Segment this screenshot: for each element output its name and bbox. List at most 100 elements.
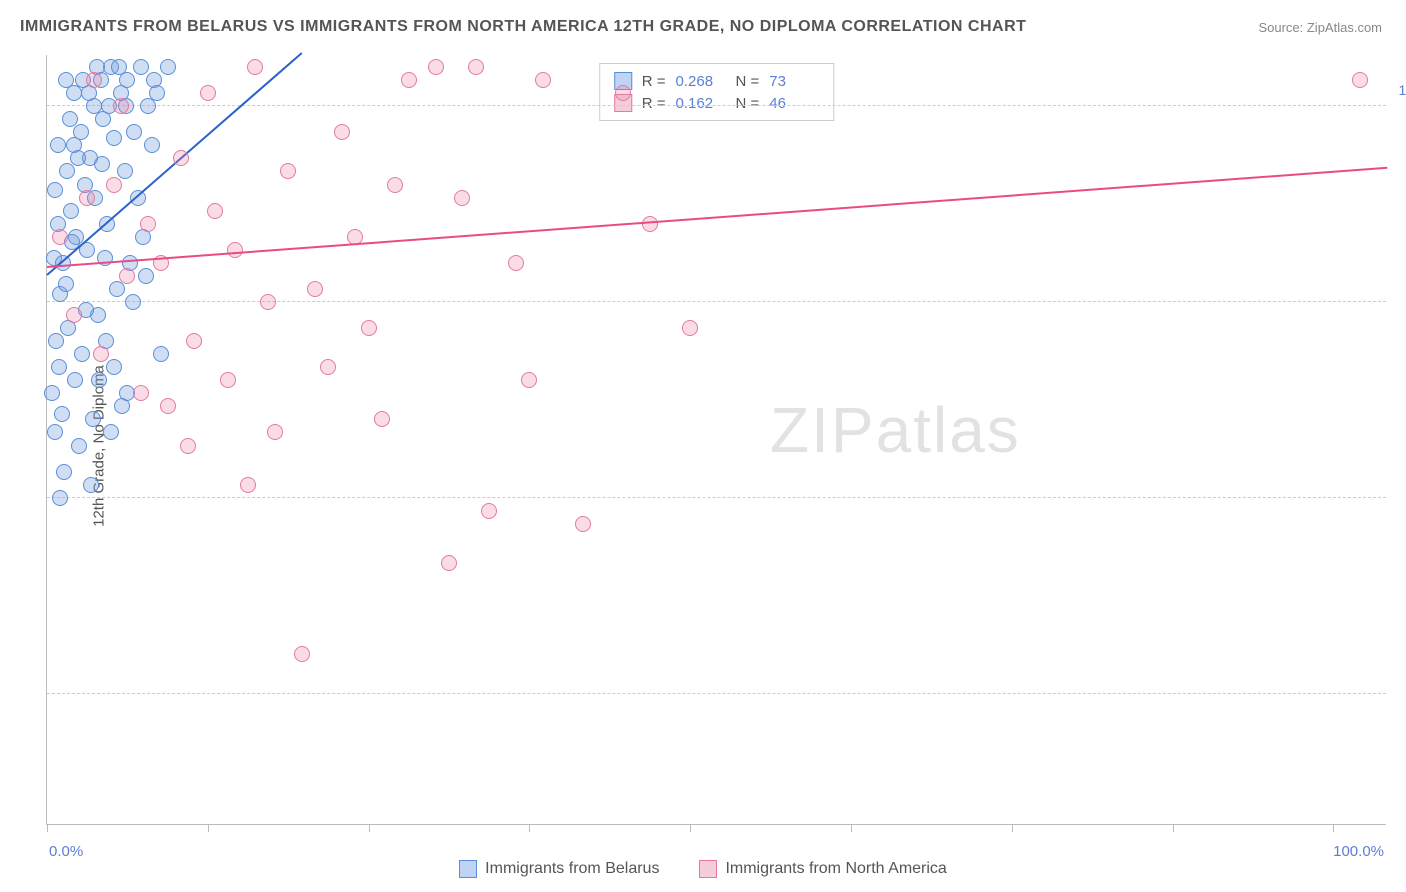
scatter-point: [47, 424, 63, 440]
scatter-point: [109, 281, 125, 297]
scatter-point: [307, 281, 323, 297]
scatter-point: [113, 98, 129, 114]
legend-item-belarus: Immigrants from Belarus: [459, 860, 659, 878]
scatter-point: [133, 59, 149, 75]
scatter-point: [441, 555, 457, 571]
scatter-point: [200, 85, 216, 101]
scatter-point: [260, 294, 276, 310]
scatter-point: [117, 163, 133, 179]
scatter-point: [615, 85, 631, 101]
scatter-point: [428, 59, 444, 75]
scatter-point: [186, 333, 202, 349]
scatter-point: [106, 130, 122, 146]
scatter-point: [140, 216, 156, 232]
legend-label-na: Immigrants from North America: [725, 860, 946, 878]
x-axis-max-label: 100.0%: [1333, 843, 1384, 860]
scatter-point: [58, 276, 74, 292]
y-tick-label: 100.0%: [1399, 82, 1406, 98]
x-tick: [369, 824, 370, 832]
scatter-point: [160, 59, 176, 75]
scatter-point: [106, 359, 122, 375]
legend-item-na: Immigrants from North America: [699, 860, 946, 878]
watermark-bold: ZIP: [770, 394, 876, 466]
scatter-point: [149, 85, 165, 101]
scatter-point: [52, 229, 68, 245]
scatter-point: [119, 268, 135, 284]
r-label: R =: [642, 95, 666, 112]
scatter-point: [535, 72, 551, 88]
scatter-point: [247, 59, 263, 75]
scatter-point: [320, 359, 336, 375]
scatter-point: [334, 124, 350, 140]
scatter-point: [220, 372, 236, 388]
scatter-point: [111, 59, 127, 75]
watermark: ZIPatlas: [770, 393, 1021, 467]
source-citation: Source: ZipAtlas.com: [1258, 20, 1382, 35]
scatter-point: [74, 346, 90, 362]
scatter-point: [73, 124, 89, 140]
scatter-point: [144, 137, 160, 153]
stats-row-na: R = 0.162 N = 46: [614, 92, 820, 114]
scatter-point: [56, 464, 72, 480]
scatter-point: [62, 111, 78, 127]
r-label: R =: [642, 73, 666, 90]
scatter-point: [85, 411, 101, 427]
scatter-point: [94, 156, 110, 172]
scatter-point: [267, 424, 283, 440]
scatter-point: [280, 163, 296, 179]
stats-row-belarus: R = 0.268 N = 73: [614, 70, 820, 92]
gridline: [47, 693, 1386, 694]
scatter-point: [138, 268, 154, 284]
scatter-point: [67, 372, 83, 388]
n-value-belarus: 73: [769, 73, 819, 90]
scatter-point: [387, 177, 403, 193]
r-value-na: 0.162: [676, 95, 726, 112]
scatter-point: [401, 72, 417, 88]
scatter-point: [58, 72, 74, 88]
x-tick: [1333, 824, 1334, 832]
scatter-point: [44, 385, 60, 401]
scatter-point: [47, 182, 63, 198]
scatter-point: [207, 203, 223, 219]
plot-area: ZIPatlas R = 0.268 N = 73 R = 0.162 N = …: [46, 55, 1386, 825]
bottom-legend: Immigrants from Belarus Immigrants from …: [0, 860, 1406, 878]
scatter-point: [294, 646, 310, 662]
gridline: [47, 105, 1386, 106]
stats-legend-box: R = 0.268 N = 73 R = 0.162 N = 46: [599, 63, 835, 121]
x-tick: [1012, 824, 1013, 832]
scatter-point: [575, 516, 591, 532]
scatter-point: [79, 190, 95, 206]
scatter-point: [508, 255, 524, 271]
scatter-point: [125, 294, 141, 310]
scatter-point: [133, 385, 149, 401]
scatter-point: [63, 203, 79, 219]
chart-title: IMMIGRANTS FROM BELARUS VS IMMIGRANTS FR…: [20, 18, 1026, 36]
scatter-point: [361, 320, 377, 336]
scatter-point: [682, 320, 698, 336]
scatter-point: [126, 124, 142, 140]
n-label: N =: [736, 73, 760, 90]
scatter-point: [106, 177, 122, 193]
scatter-point: [468, 59, 484, 75]
x-tick: [851, 824, 852, 832]
legend-swatch-belarus: [459, 860, 477, 878]
scatter-point: [153, 346, 169, 362]
scatter-point: [91, 372, 107, 388]
scatter-point: [481, 503, 497, 519]
x-tick: [208, 824, 209, 832]
scatter-point: [521, 372, 537, 388]
n-label: N =: [736, 95, 760, 112]
legend-swatch-na: [699, 860, 717, 878]
x-axis-min-label: 0.0%: [49, 843, 83, 860]
scatter-point: [50, 137, 66, 153]
n-value-na: 46: [769, 95, 819, 112]
scatter-point: [54, 406, 70, 422]
scatter-point: [374, 411, 390, 427]
x-tick: [47, 824, 48, 832]
scatter-point: [52, 490, 68, 506]
gridline: [47, 497, 1386, 498]
watermark-thin: atlas: [876, 394, 1021, 466]
scatter-point: [240, 477, 256, 493]
scatter-point: [454, 190, 470, 206]
scatter-point: [70, 150, 86, 166]
